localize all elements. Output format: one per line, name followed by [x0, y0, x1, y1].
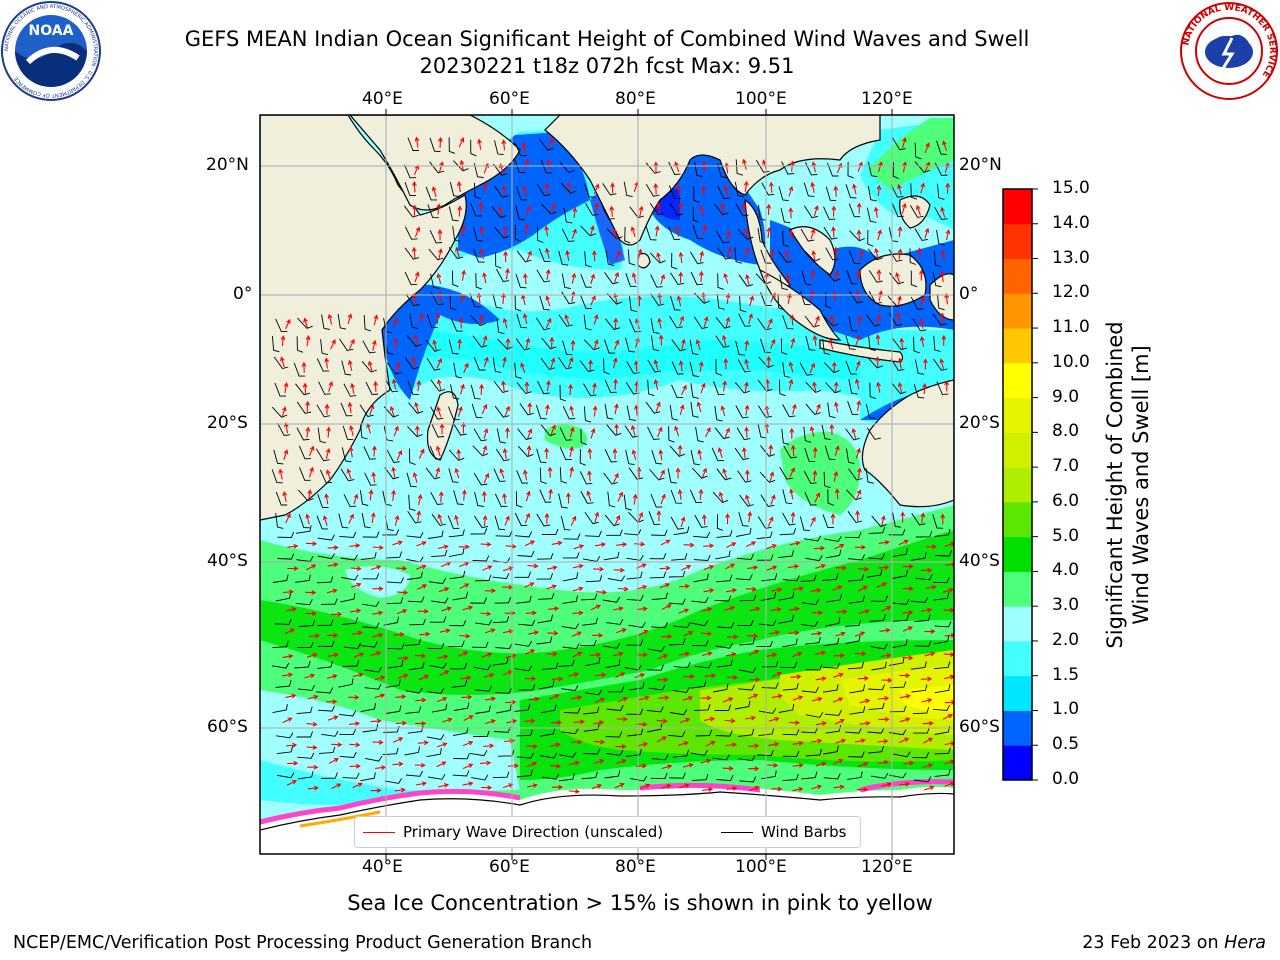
lat-label-right-40s: 40°S [959, 551, 1000, 571]
lon-label-top-120e: 120°E [861, 89, 913, 109]
colorbar-tick-label: 10.0 [1052, 351, 1090, 372]
colorbar-label-line2: Wind Waves and Swell [m] [1129, 345, 1153, 625]
colorbar-segment [1003, 745, 1032, 781]
colorbar-segment [1003, 640, 1032, 677]
footer-date: 23 Feb 2023 on Hera [1082, 933, 1266, 953]
colorbar-segment [1003, 328, 1032, 364]
colorbar-segment [1003, 606, 1032, 642]
sea-ice-edge [260, 779, 954, 825]
colorbar-segment [1003, 571, 1032, 607]
colorbar-segment [1003, 189, 1032, 225]
noaa-logo: NOAA NATIONAL OCEANIC AND ATMOSPHERIC AD… [1, 1, 101, 101]
lon-label-top-60e: 60°E [489, 89, 530, 109]
wind-barb-legend-line [721, 832, 753, 833]
noaa-logo-text: NOAA [29, 23, 74, 39]
lat-label-right-20n: 20°N [959, 155, 1002, 175]
colorbar-segment [1003, 710, 1032, 746]
colorbar [1002, 188, 1038, 781]
lat-label-right-0: 0° [959, 284, 979, 304]
colorbar-segment [1003, 536, 1032, 572]
colorbar-segment [1003, 362, 1032, 399]
colorbar-segment [1003, 293, 1032, 329]
colorbar-tick-label: 2.0 [1052, 629, 1080, 650]
lon-label-top-40e: 40°E [362, 89, 403, 109]
sea-ice-note: Sea Ice Concentration > 15% is shown in … [347, 891, 933, 915]
colorbar-tick-label: 4.0 [1052, 560, 1080, 581]
colorbar-tick-label: 0.0 [1052, 769, 1080, 789]
footer-host: Hera [1224, 933, 1266, 953]
colorbar-label-line1: Significant Height of Combined [1103, 321, 1127, 649]
map-subtitle: 20230221 t18z 072h fcst Max: 9.51 [419, 54, 795, 78]
wind-barbs [271, 137, 953, 784]
lat-label-right-60s: 60°S [959, 717, 1000, 737]
map-legend: Primary Wave Direction (unscaled) Wind B… [354, 816, 861, 848]
colorbar-segment [1003, 467, 1032, 503]
colorbar-tick-label: 12.0 [1052, 282, 1090, 303]
lon-label-bottom-60e: 60°E [489, 857, 530, 877]
lat-label-left-60s: 60°S [207, 717, 248, 737]
wave-direction-legend-label: Primary Wave Direction (unscaled) [403, 823, 664, 841]
colorbar-tick-label: 1.0 [1052, 699, 1080, 720]
colorbar-segment [1003, 223, 1032, 260]
colorbar-segment [1003, 432, 1032, 468]
footer-date-text: 23 Feb 2023 on [1082, 933, 1225, 953]
colorbar-tick-label: 14.0 [1052, 212, 1090, 233]
lon-label-bottom-120e: 120°E [861, 857, 913, 877]
map-title: GEFS MEAN Indian Ocean Significant Heigh… [184, 27, 1030, 51]
lat-label-left-20s: 20°S [207, 413, 248, 433]
map-frame [259, 114, 955, 855]
colorbar-segment [1003, 397, 1032, 433]
wave-direction-arrows [278, 136, 954, 794]
lat-label-left-0: 0° [233, 284, 253, 304]
map-gridlines [260, 115, 954, 854]
footer-credit: NCEP/EMC/Verification Post Processing Pr… [13, 933, 593, 953]
lon-label-top-80e: 80°E [615, 89, 656, 109]
colorbar-tick-label: 7.0 [1052, 456, 1080, 477]
lon-label-bottom-80e: 80°E [615, 857, 656, 877]
colorbar-tick-label: 6.0 [1052, 490, 1080, 511]
lon-label-top-100e: 100°E [735, 89, 787, 109]
colorbar-tick-label: 13.0 [1052, 247, 1090, 268]
nws-logo: NATIONAL WEATHER SERVICE [1180, 2, 1278, 100]
colorbar-tick-label: 5.0 [1052, 525, 1080, 546]
colorbar-segment [1003, 258, 1032, 294]
colorbar-tick-label: 15.0 [1052, 178, 1090, 198]
lon-label-bottom-40e: 40°E [362, 857, 403, 877]
lat-label-left-40s: 40°S [207, 551, 248, 571]
colorbar-tick-label: 0.5 [1052, 734, 1080, 755]
colorbar-segment [1003, 675, 1032, 711]
lat-label-right-20s: 20°S [959, 413, 1000, 433]
colorbar-tick-label: 11.0 [1052, 317, 1090, 338]
wind-barb-legend-label: Wind Barbs [761, 823, 847, 841]
lon-label-bottom-100e: 100°E [735, 857, 787, 877]
wave-direction-legend-line [363, 832, 395, 833]
colorbar-tick-label: 9.0 [1052, 386, 1080, 407]
lat-label-left-20n: 20°N [206, 155, 249, 175]
colorbar-tick-label: 8.0 [1052, 421, 1080, 442]
colorbar-tick-label: 1.5 [1052, 664, 1080, 685]
colorbar-segment [1003, 501, 1032, 538]
colorbar-tick-label: 3.0 [1052, 595, 1080, 616]
